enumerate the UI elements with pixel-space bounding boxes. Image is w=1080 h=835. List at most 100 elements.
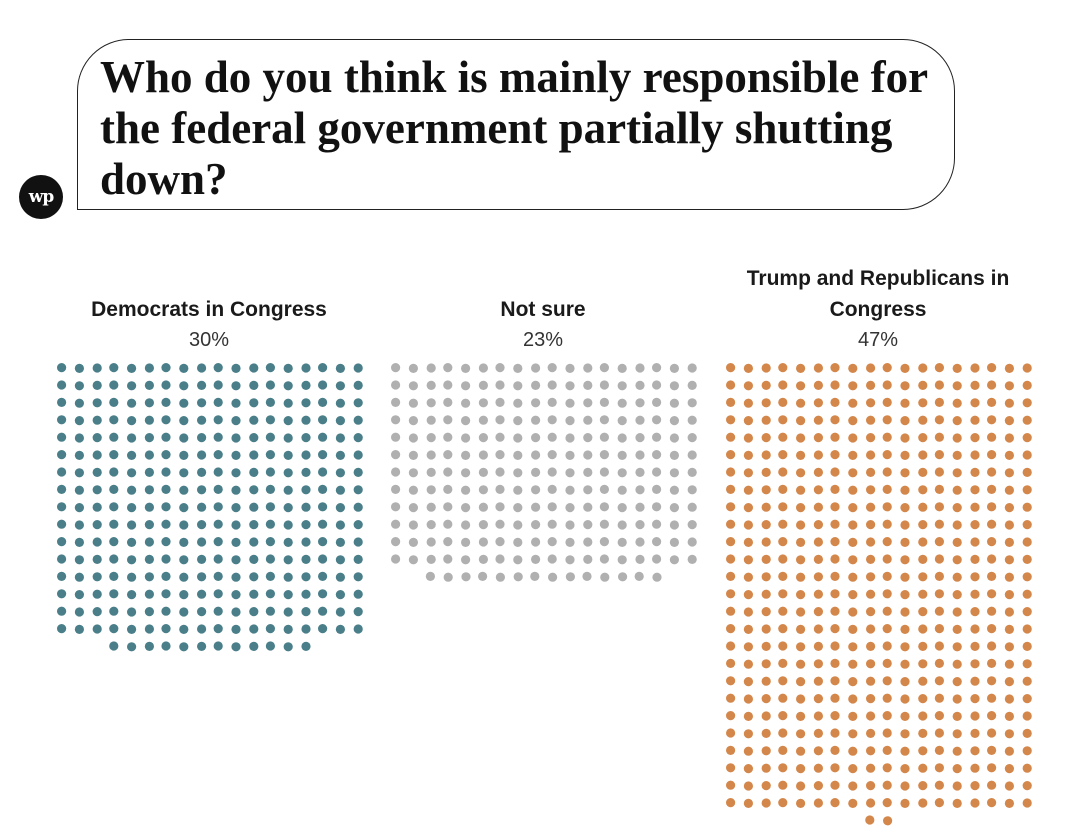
dot-not-sure	[478, 363, 488, 373]
dot-trump-republicans	[813, 746, 824, 756]
dot-trump-republicans	[743, 398, 754, 408]
dot-not-sure	[687, 502, 697, 512]
dot-trump-republicans	[848, 694, 858, 704]
dot-trump-republicans	[778, 519, 788, 529]
dot-trump-republicans	[726, 711, 736, 721]
dot-trump-republicans	[848, 555, 858, 565]
dot-trump-republicans	[1004, 381, 1015, 391]
dot-trump-republicans	[743, 433, 754, 443]
dot-trump-republicans	[813, 641, 824, 652]
dot-trump-republicans	[1022, 711, 1032, 721]
dot-trump-republicans	[778, 606, 788, 616]
dot-not-sure	[669, 363, 680, 373]
dot-not-sure	[599, 432, 610, 442]
dot-democrats	[335, 381, 345, 391]
dot-democrats	[283, 607, 293, 617]
dot-not-sure	[531, 433, 541, 443]
dot-not-sure	[478, 537, 488, 547]
dot-democrats	[57, 397, 67, 407]
dot-trump-republicans	[778, 711, 788, 721]
dot-not-sure	[513, 381, 523, 391]
dot-democrats	[179, 485, 189, 495]
dot-trump-republicans	[900, 711, 910, 722]
dot-trump-republicans	[778, 658, 788, 669]
dot-not-sure	[495, 363, 505, 373]
dot-trump-republicans	[900, 468, 910, 478]
dot-trump-republicans	[796, 711, 806, 722]
dot-trump-republicans	[987, 484, 997, 494]
dot-democrats	[213, 519, 223, 529]
dot-democrats	[109, 484, 119, 494]
dot-trump-republicans	[1004, 503, 1015, 513]
dot-democrats	[127, 485, 137, 495]
dot-trump-republicans	[848, 711, 858, 722]
dot-democrats	[213, 380, 223, 390]
dot-democrats	[92, 380, 102, 390]
dot-not-sure	[408, 398, 418, 408]
dot-trump-republicans	[1004, 677, 1015, 687]
dot-democrats	[57, 554, 67, 564]
dot-democrats	[74, 537, 84, 548]
dot-trump-republicans	[987, 728, 997, 738]
dot-trump-republicans	[1022, 467, 1032, 477]
dot-trump-republicans	[743, 590, 754, 600]
dot-not-sure	[426, 467, 436, 477]
dot-democrats	[197, 572, 207, 582]
dot-democrats	[197, 641, 207, 652]
dot-trump-republicans	[952, 659, 962, 669]
dot-trump-republicans	[952, 450, 962, 460]
dot-trump-republicans	[900, 555, 910, 565]
dot-trump-republicans	[970, 450, 980, 460]
dot-democrats	[144, 572, 154, 582]
dot-trump-republicans	[987, 606, 997, 616]
dot-trump-republicans	[970, 537, 980, 547]
dot-democrats	[179, 642, 189, 652]
dot-trump-republicans	[952, 572, 962, 582]
dot-not-sure	[565, 381, 575, 391]
dot-trump-republicans	[813, 398, 824, 408]
dot-trump-republicans	[918, 485, 928, 495]
dot-not-sure	[531, 467, 541, 477]
dot-trump-republicans	[934, 745, 945, 756]
dot-trump-republicans	[813, 676, 824, 686]
dot-democrats	[144, 624, 154, 634]
dot-trump-republicans	[743, 659, 754, 669]
dot-trump-republicans	[900, 781, 910, 791]
dot-not-sure	[391, 554, 401, 564]
dot-not-sure	[669, 468, 680, 478]
dot-trump-republicans	[1004, 416, 1015, 426]
dot-trump-republicans	[1022, 746, 1032, 756]
dot-not-sure	[426, 450, 436, 460]
dot-democrats	[109, 363, 119, 373]
dot-democrats	[213, 537, 223, 547]
dot-not-sure	[547, 502, 557, 512]
dot-democrats	[249, 641, 259, 652]
dot-trump-republicans	[778, 363, 788, 373]
dot-democrats	[249, 467, 259, 477]
dot-democrats	[197, 607, 207, 617]
dot-democrats	[127, 363, 137, 373]
dot-trump-republicans	[934, 676, 945, 686]
dot-trump-republicans	[900, 798, 910, 809]
dot-trump-republicans	[743, 537, 754, 548]
dot-trump-republicans	[761, 485, 771, 495]
dot-democrats	[353, 485, 363, 495]
dot-democrats	[127, 416, 137, 426]
dot-not-sure	[513, 363, 523, 373]
dot-trump-republicans	[918, 520, 928, 530]
dot-democrats	[301, 641, 311, 652]
dot-democrats	[161, 363, 171, 373]
dot-democrats	[127, 607, 137, 617]
dot-trump-republicans	[726, 363, 736, 373]
dot-trump-republicans	[778, 641, 788, 651]
dot-democrats	[265, 450, 275, 460]
dot-not-sure	[600, 572, 610, 582]
dot-trump-republicans	[1022, 798, 1032, 808]
dot-trump-republicans	[726, 658, 736, 669]
dot-trump-republicans	[866, 554, 876, 565]
dot-trump-republicans	[900, 624, 910, 635]
dot-democrats	[231, 416, 241, 426]
dot-democrats	[301, 554, 311, 565]
dot-not-sure	[582, 571, 592, 582]
dot-trump-republicans	[778, 484, 788, 494]
